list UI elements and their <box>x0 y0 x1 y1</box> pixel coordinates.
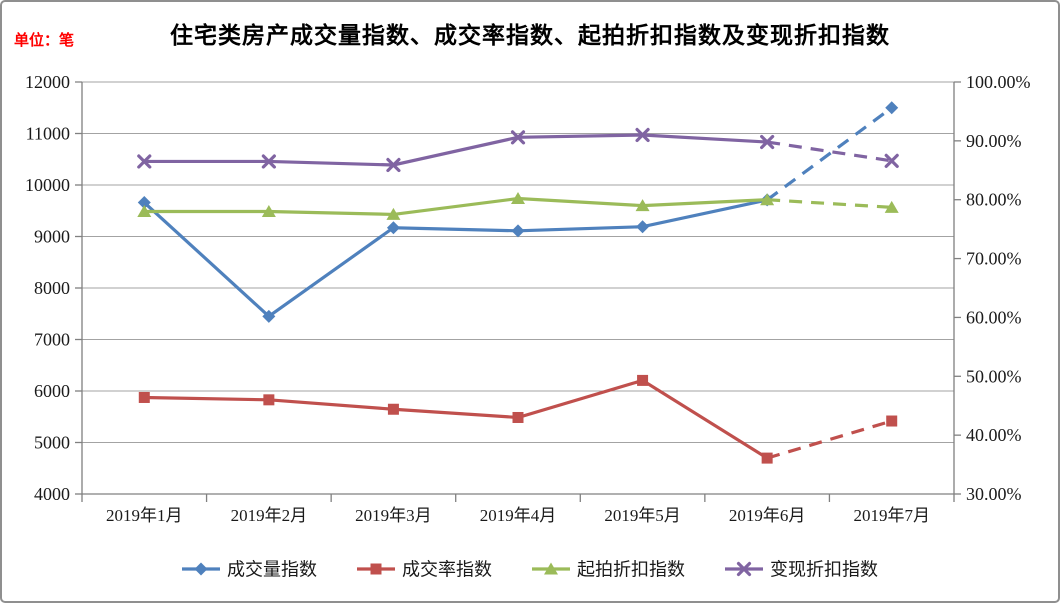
unit-label: 单位：笔 <box>14 33 75 49</box>
series-line-dashed-3 <box>766 140 892 163</box>
series-line-1 <box>144 378 768 460</box>
y-axis-right-tick-label: 100.00% <box>966 72 1031 92</box>
y-axis-right-tick-label: 90.00% <box>966 131 1022 151</box>
data-point-marker <box>137 196 151 210</box>
y-axis-left-tick-label: 11000 <box>26 124 70 144</box>
data-point-marker <box>194 562 208 576</box>
legend-label: 成交量指数 <box>227 560 317 580</box>
data-point-marker <box>137 154 152 169</box>
series-line-3 <box>144 133 768 167</box>
data-point-marker <box>263 394 275 406</box>
series-line-0 <box>143 198 768 319</box>
y-axis-left-tick-label: 12000 <box>25 72 70 92</box>
y-axis-left-tick-label: 4000 <box>34 484 70 504</box>
data-point-marker <box>262 309 276 323</box>
data-point-marker <box>886 415 898 427</box>
data-point-marker <box>884 153 899 168</box>
y-axis-left-tick-label: 9000 <box>34 227 70 247</box>
data-point-marker <box>637 374 649 386</box>
y-axis-right-tick-label: 70.00% <box>966 249 1022 269</box>
y-axis-right-tick-label: 50.00% <box>966 366 1022 386</box>
data-point-marker <box>387 403 399 415</box>
data-point-marker <box>736 561 752 577</box>
data-point-marker <box>386 221 400 235</box>
y-axis-right-tick-label: 60.00% <box>966 307 1022 327</box>
legend-label: 起拍折扣指数 <box>577 560 685 580</box>
x-axis-label: 2019年2月 <box>231 506 308 525</box>
series-line-2 <box>144 196 768 217</box>
y-axis-left-tick-label: 7000 <box>34 330 70 350</box>
data-point-marker <box>760 193 775 206</box>
series-line-dashed-2 <box>767 198 892 209</box>
x-axis-label: 2019年1月 <box>106 506 183 525</box>
y-axis-right-tick-label: 40.00% <box>966 425 1022 445</box>
data-point-marker <box>386 207 401 220</box>
y-axis-left-tick-label: 6000 <box>34 381 70 401</box>
data-point-marker <box>511 224 525 238</box>
series-line-dashed-0 <box>766 106 893 202</box>
legend-label: 变现折扣指数 <box>770 560 878 580</box>
data-point-marker <box>544 562 558 575</box>
data-point-marker <box>386 157 401 173</box>
x-axis-label: 2019年6月 <box>729 506 806 525</box>
legend-label: 成交率指数 <box>402 560 492 580</box>
data-point-marker <box>512 411 524 423</box>
y-axis-right-tick-label: 30.00% <box>966 484 1022 504</box>
y-axis-right-tick-label: 80.00% <box>966 190 1022 210</box>
data-point-marker <box>760 134 775 150</box>
data-point-marker <box>370 563 382 575</box>
data-point-marker <box>261 154 276 169</box>
x-axis-label: 2019年3月 <box>355 506 432 525</box>
data-point-marker <box>138 391 150 403</box>
x-axis-label: 2019年7月 <box>853 506 930 525</box>
y-axis-left-tick-label: 8000 <box>34 278 70 298</box>
data-point-marker <box>885 101 899 115</box>
y-axis-left-tick-label: 5000 <box>34 433 70 453</box>
chart-title: 住宅类房产成交量指数、成交率指数、起拍折扣指数及变现折扣指数 <box>170 23 890 48</box>
y-axis-left-tick-label: 10000 <box>25 175 70 195</box>
data-point-marker <box>635 127 650 143</box>
data-point-marker <box>635 199 650 212</box>
x-axis-label: 2019年5月 <box>604 506 681 525</box>
data-point-marker <box>761 452 773 464</box>
data-point-marker <box>636 220 650 234</box>
data-point-marker <box>137 204 152 217</box>
data-point-marker <box>261 204 276 217</box>
x-axis-label: 2019年4月 <box>480 506 557 525</box>
data-point-marker <box>884 200 899 213</box>
series-line-dashed-1 <box>766 419 893 460</box>
data-point-marker <box>510 130 526 145</box>
data-point-marker <box>511 192 525 205</box>
